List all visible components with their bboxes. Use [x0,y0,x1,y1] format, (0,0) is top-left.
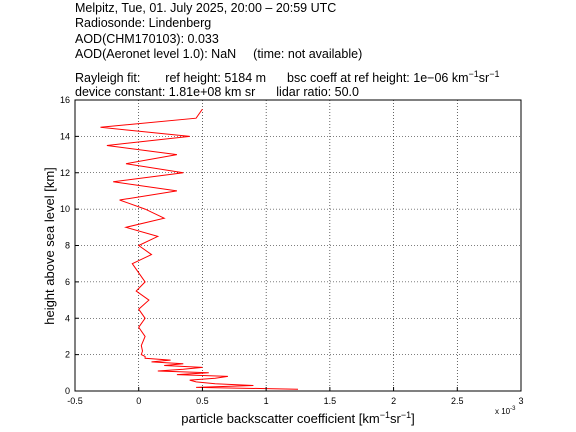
rayleigh-fit-label: Rayleigh fit: [75,71,141,86]
x-tick-label: 0 [136,396,141,406]
x-tick-label: 2 [391,396,396,406]
x-axis-ticks: -0.5 0 0.5 1 1.5 2 2.5 3 [67,387,524,406]
y-axis-ticks: 0 2 4 6 8 10 12 14 16 [60,95,79,396]
y-tick-label: 16 [60,95,70,105]
y-tick-label: 4 [65,313,70,323]
y-tick-label: 2 [65,350,70,360]
x-tick-label: 2.5 [451,396,464,406]
lidar-ratio: lidar ratio: 50.0 [276,85,359,99]
aod-aeronet-value: AOD(Aeronet level 1.0): NaN [75,47,237,61]
title-location-time: Melpitz, Tue, 01. July 2025, 20:00 – 20:… [75,1,337,15]
grid-lines [75,100,521,391]
device-constant-info: device constant: 1.81e+08 km sr lidar ra… [75,84,359,100]
series-lines [100,108,299,390]
x-axis-label: particle backscatter coefficient [km−1sr… [181,410,414,426]
y-axis-label: height above sea level [km] [42,167,57,325]
rayleigh-fit-info: Rayleigh fit: ref height: 5184 m bsc coe… [75,66,499,86]
y-tick-label: 0 [65,386,70,396]
y-tick-label: 14 [60,131,70,141]
x-tick-label: -0.5 [67,396,83,406]
device-constant: device constant: 1.81e+08 km sr [75,85,256,99]
y-tick-label: 12 [60,168,70,178]
x-tick-label: 1 [264,396,269,406]
ref-height: ref height: 5184 m [165,71,267,86]
x-tick-label: 3 [518,396,523,406]
x-tick-label: 1.5 [324,396,337,406]
aod-aeronet-time: (time: not available) [253,47,363,61]
backscatter-profile-line [100,108,299,390]
aod-aeronet-info: AOD(Aeronet level 1.0): NaN (time: not a… [75,46,362,62]
bsc-coeff-ref: bsc coeff at ref height: 1e−06 km−1sr−1 [287,69,500,86]
y-tick-label: 8 [65,241,70,251]
aod-chm-info: AOD(CHM170103): 0.033 [75,32,219,46]
y-tick-label: 6 [65,277,70,287]
y-tick-label: 10 [60,204,70,214]
x-axis-multiplier: x 10-3 [495,406,516,416]
radiosonde-info: Radiosonde: Lindenberg [75,16,212,30]
x-tick-label: 0.5 [196,396,209,406]
